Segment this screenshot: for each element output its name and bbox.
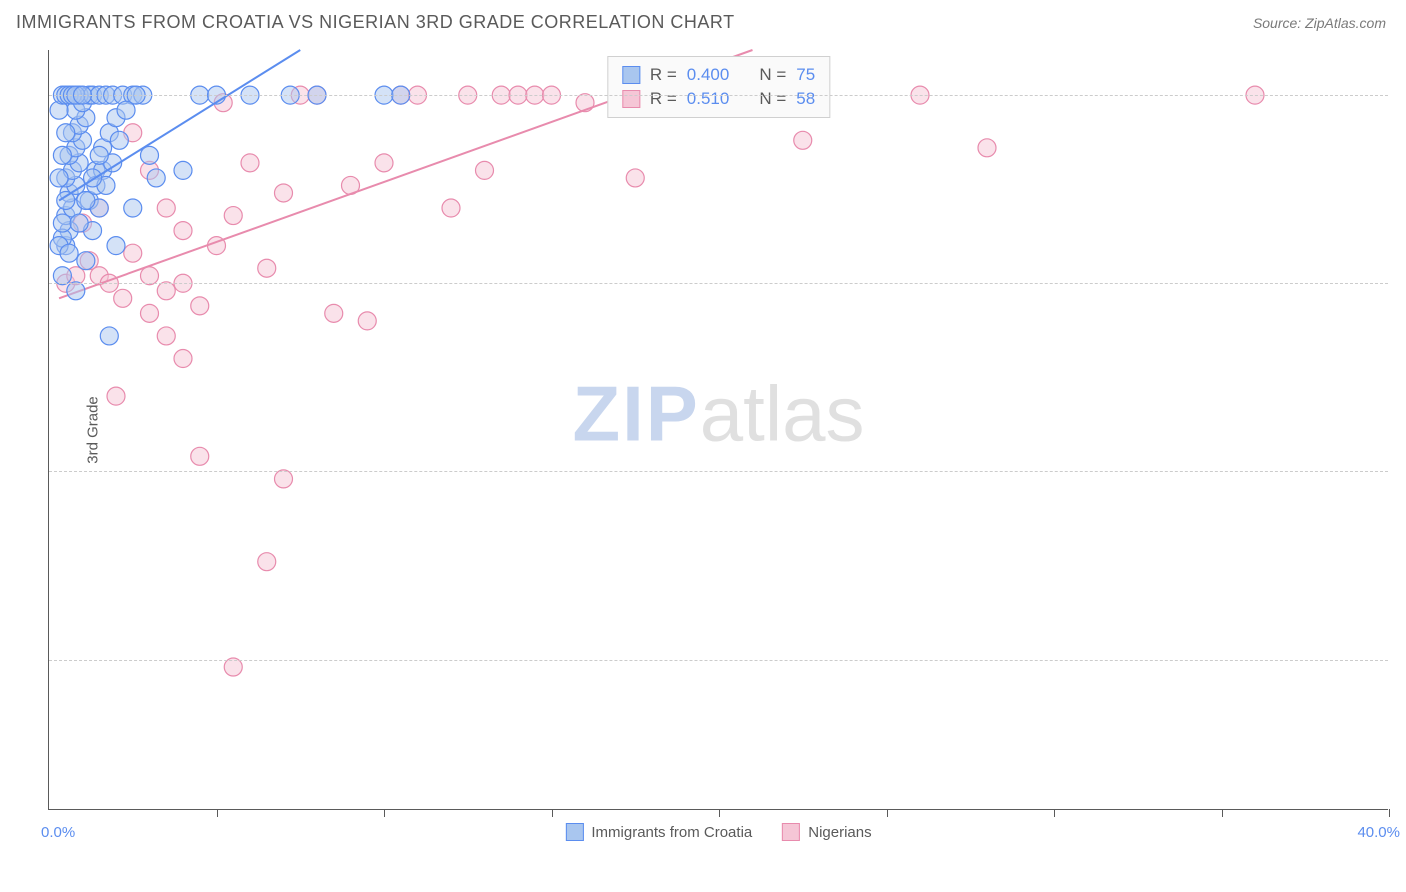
x-tick	[719, 809, 720, 817]
legend-label: Nigerians	[808, 824, 871, 841]
data-point	[174, 350, 192, 368]
r-value: 0.510	[687, 89, 730, 109]
data-point	[442, 199, 460, 217]
x-tick	[384, 809, 385, 817]
x-tick	[1222, 809, 1223, 817]
swatch-nigerians	[782, 823, 800, 841]
data-point	[174, 161, 192, 179]
gridline	[49, 471, 1388, 472]
data-point	[141, 267, 159, 285]
legend-item-croatia: Immigrants from Croatia	[565, 823, 752, 841]
x-tick	[552, 809, 553, 817]
n-label: N =	[759, 65, 786, 85]
data-point	[100, 327, 118, 345]
x-axis-min-label: 0.0%	[41, 824, 75, 841]
swatch-croatia	[565, 823, 583, 841]
data-point	[107, 237, 125, 255]
gridline	[49, 95, 1388, 96]
x-tick	[1389, 809, 1390, 817]
chart-title: IMMIGRANTS FROM CROATIA VS NIGERIAN 3RD …	[16, 12, 735, 33]
data-point	[275, 470, 293, 488]
data-point	[70, 214, 88, 232]
data-point	[77, 191, 95, 209]
data-point	[191, 297, 209, 315]
data-point	[114, 289, 132, 307]
data-point	[358, 312, 376, 330]
data-point	[53, 214, 71, 232]
data-point	[60, 244, 78, 262]
x-tick	[217, 809, 218, 817]
data-point	[325, 304, 343, 322]
data-point	[157, 199, 175, 217]
data-point	[794, 131, 812, 149]
swatch-nigerians	[622, 90, 640, 108]
data-point	[224, 207, 242, 225]
data-point	[241, 154, 259, 172]
x-axis-max-label: 40.0%	[1357, 824, 1400, 841]
data-point	[224, 658, 242, 676]
data-point	[124, 199, 142, 217]
chart-header: IMMIGRANTS FROM CROATIA VS NIGERIAN 3RD …	[0, 0, 1406, 41]
data-point	[275, 184, 293, 202]
data-point	[67, 282, 85, 300]
data-point	[141, 304, 159, 322]
data-point	[57, 124, 75, 142]
gridline	[49, 660, 1388, 661]
data-point	[978, 139, 996, 157]
correlation-legend: R = 0.400 N = 75 R = 0.510 N = 58	[607, 56, 830, 118]
chart-source: Source: ZipAtlas.com	[1253, 15, 1386, 31]
data-point	[626, 169, 644, 187]
data-point	[124, 244, 142, 262]
n-value: 58	[796, 89, 815, 109]
data-point	[258, 259, 276, 277]
data-point	[53, 146, 71, 164]
scatter-plot	[49, 50, 1388, 809]
chart-area: 3rd Grade ZIPatlas R = 0.400 N = 75 R = …	[48, 50, 1388, 810]
r-label: R =	[650, 65, 677, 85]
legend-row-nigerians: R = 0.510 N = 58	[622, 87, 815, 111]
data-point	[157, 327, 175, 345]
legend-row-croatia: R = 0.400 N = 75	[622, 63, 815, 87]
data-point	[174, 222, 192, 240]
r-label: R =	[650, 89, 677, 109]
r-value: 0.400	[687, 65, 730, 85]
data-point	[375, 154, 393, 172]
x-tick	[887, 809, 888, 817]
data-point	[53, 267, 71, 285]
data-point	[157, 282, 175, 300]
data-point	[110, 131, 128, 149]
swatch-croatia	[622, 66, 640, 84]
data-point	[50, 169, 68, 187]
legend-item-nigerians: Nigerians	[782, 823, 871, 841]
n-label: N =	[759, 89, 786, 109]
series-legend: Immigrants from Croatia Nigerians	[565, 823, 871, 841]
x-tick	[1054, 809, 1055, 817]
data-point	[191, 447, 209, 465]
data-point	[77, 252, 95, 270]
data-point	[476, 161, 494, 179]
gridline	[49, 283, 1388, 284]
n-value: 75	[796, 65, 815, 85]
data-point	[90, 146, 108, 164]
legend-label: Immigrants from Croatia	[591, 824, 752, 841]
data-point	[147, 169, 165, 187]
data-point	[107, 387, 125, 405]
data-point	[258, 553, 276, 571]
